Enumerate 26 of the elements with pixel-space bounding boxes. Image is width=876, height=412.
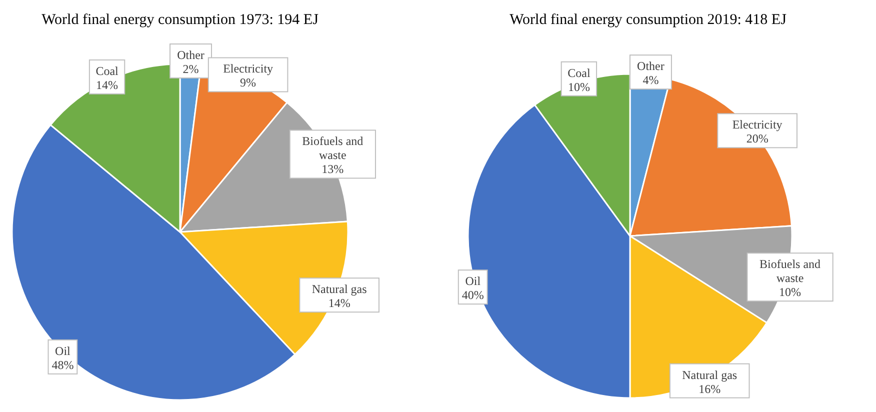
slice-label: Oil xyxy=(55,344,72,358)
chart-title: World final energy consumption 1973: 194 EJ xyxy=(42,12,319,28)
slice-label: Electricity xyxy=(732,118,782,132)
slice-label: Coal xyxy=(96,64,120,78)
data-label: 16% xyxy=(698,382,721,396)
data-label: 40% xyxy=(462,288,484,302)
data-label: 10% xyxy=(779,285,802,300)
data-label: 2% xyxy=(182,62,199,76)
slice-label: Biofuels and waste xyxy=(760,257,821,286)
chart-title: World final energy consumption 2019: 418 EJ xyxy=(510,12,787,28)
slice-label: Biofuels and waste xyxy=(302,134,364,162)
slice-label: Electricity xyxy=(223,62,274,76)
data-label: 20% xyxy=(746,132,768,146)
data-label: 13% xyxy=(322,162,344,176)
data-label: 4% xyxy=(642,73,659,88)
data-label: 14% xyxy=(328,296,350,310)
slice-label: Natural gas xyxy=(312,282,368,296)
data-label: 9% xyxy=(240,76,256,90)
slice-label: Other xyxy=(637,59,664,74)
slice-label: Natural gas xyxy=(682,368,738,382)
slice-label: Oil xyxy=(465,274,482,288)
slice-label: Coal xyxy=(568,66,591,80)
data-label: 14% xyxy=(96,78,118,92)
data-label: 10% xyxy=(568,80,590,94)
data-label: 48% xyxy=(52,358,74,372)
slice-label: Other xyxy=(177,48,204,62)
